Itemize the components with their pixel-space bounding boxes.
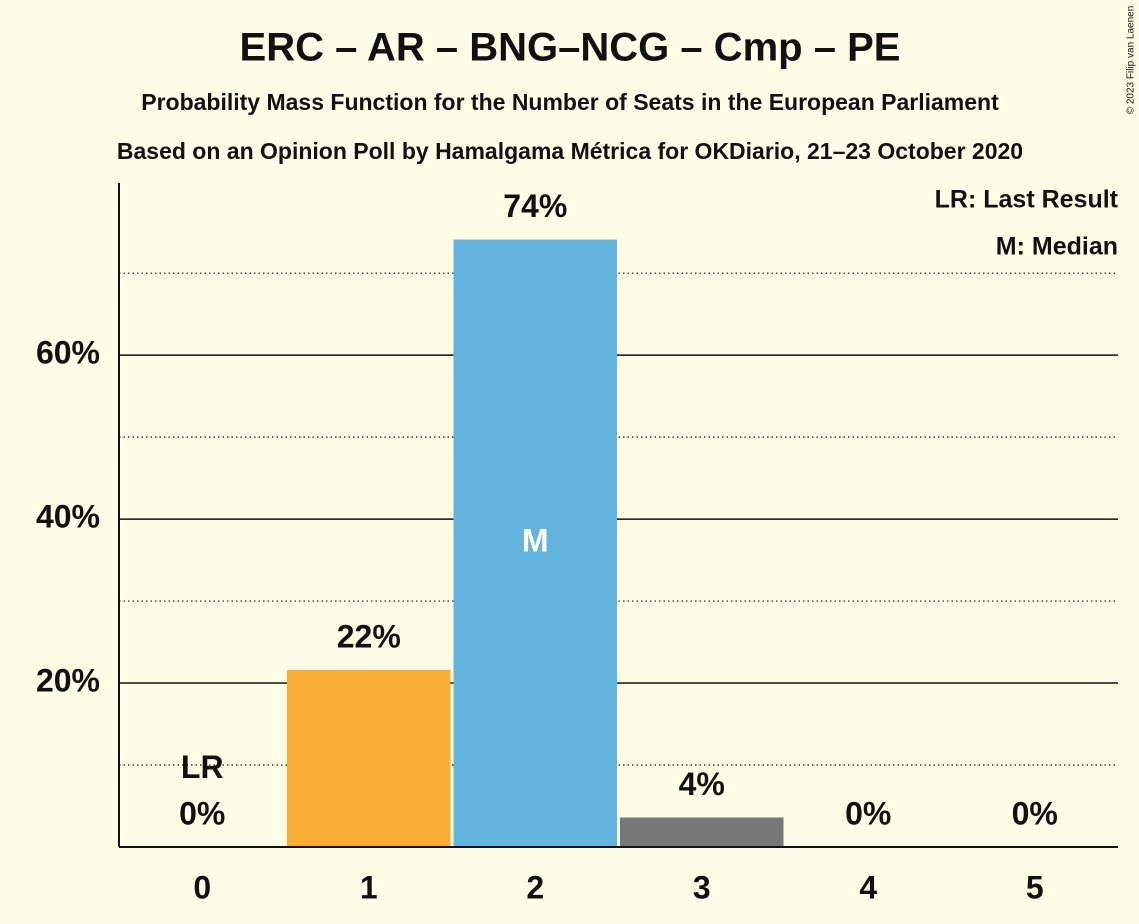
y-tick-label: 40% [36, 499, 100, 535]
value-label: 0% [845, 795, 891, 831]
x-tick-label: 2 [526, 869, 544, 905]
copyright: © 2023 Filip van Laenen [1126, 6, 1137, 115]
chart-source: Based on an Opinion Poll by Hamalgama Mé… [117, 138, 1023, 164]
y-tick-label: 60% [36, 335, 100, 371]
x-tick-label: 4 [859, 869, 877, 905]
value-label: 22% [337, 618, 401, 654]
value-label: 74% [503, 188, 567, 224]
x-tick-label: 5 [1026, 869, 1044, 905]
median-marker: M [522, 523, 549, 559]
bar [620, 817, 784, 847]
bar [453, 239, 617, 847]
chart-subtitle: Probability Mass Function for the Number… [141, 89, 999, 115]
x-tick-label: 0 [193, 869, 211, 905]
value-label: 0% [1012, 795, 1058, 831]
legend-entry: LR: Last Result [935, 186, 1119, 214]
x-tick-label: 3 [693, 869, 711, 905]
bar [287, 669, 451, 847]
last-result-marker: LR [181, 749, 224, 785]
legend-entry: M: Median [996, 233, 1118, 261]
chart-title: ERC – AR – BNG–NCG – Cmp – PE [240, 26, 901, 70]
value-label: 4% [679, 766, 725, 802]
value-label: 0% [179, 795, 225, 831]
y-tick-label: 20% [36, 663, 100, 699]
x-tick-label: 1 [360, 869, 378, 905]
